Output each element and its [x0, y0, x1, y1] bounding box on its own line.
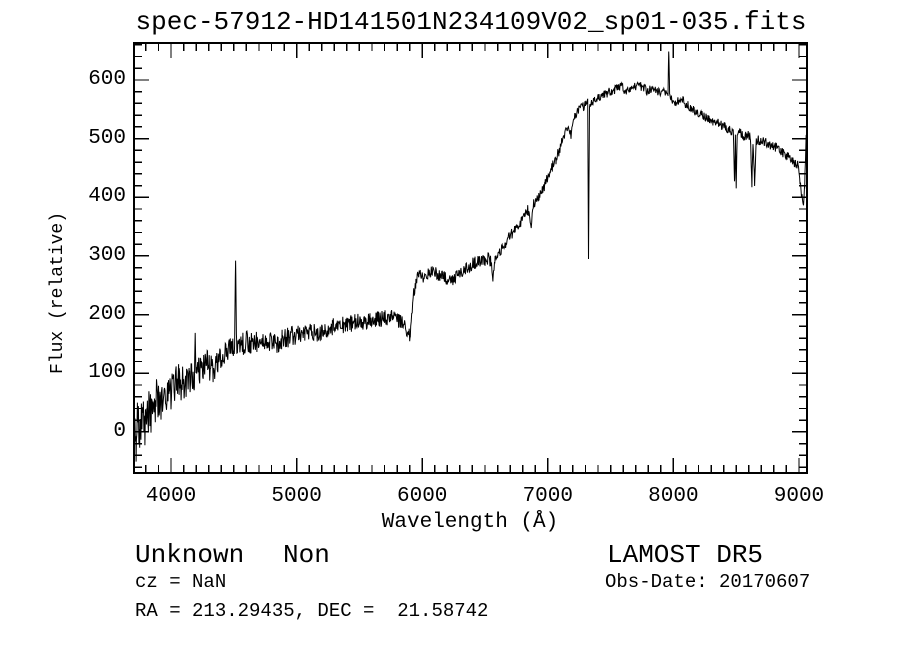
y-tick-label: 100 [88, 361, 126, 385]
y-tick-label: 200 [88, 302, 126, 326]
x-tick-label: 9000 [773, 485, 825, 508]
x-tick-label: 8000 [648, 485, 699, 508]
page-title: spec-57912-HD141501N234109V02_sp01-035.f… [135, 7, 807, 37]
x-axis-label: Wavelength (Å) [381, 511, 559, 534]
x-tick-label: 5000 [271, 485, 322, 508]
y-tick-label: 0 [113, 419, 126, 443]
subclass-label: Non [283, 540, 330, 570]
y-tick-label: 600 [88, 67, 126, 91]
y-axis-label-text: Flux (relative) [48, 211, 68, 375]
survey-label: LAMOST DR5 [607, 540, 764, 570]
y-tick-label: 500 [88, 126, 126, 150]
obs-date-value: Obs-Date: 20170607 [605, 571, 811, 593]
class-label: Unknown [135, 540, 245, 570]
x-tick-label: 6000 [396, 485, 448, 508]
spectrum-line [134, 51, 807, 462]
cz-value: cz = NaN [135, 571, 227, 593]
x-tick-label: 4000 [145, 485, 197, 508]
y-tick-label: 300 [88, 243, 126, 267]
x-tick-label: 7000 [522, 485, 573, 508]
y-tick-label: 400 [88, 185, 126, 209]
ra-dec-value: RA = 213.29435, DEC = 21.58742 [135, 600, 489, 622]
